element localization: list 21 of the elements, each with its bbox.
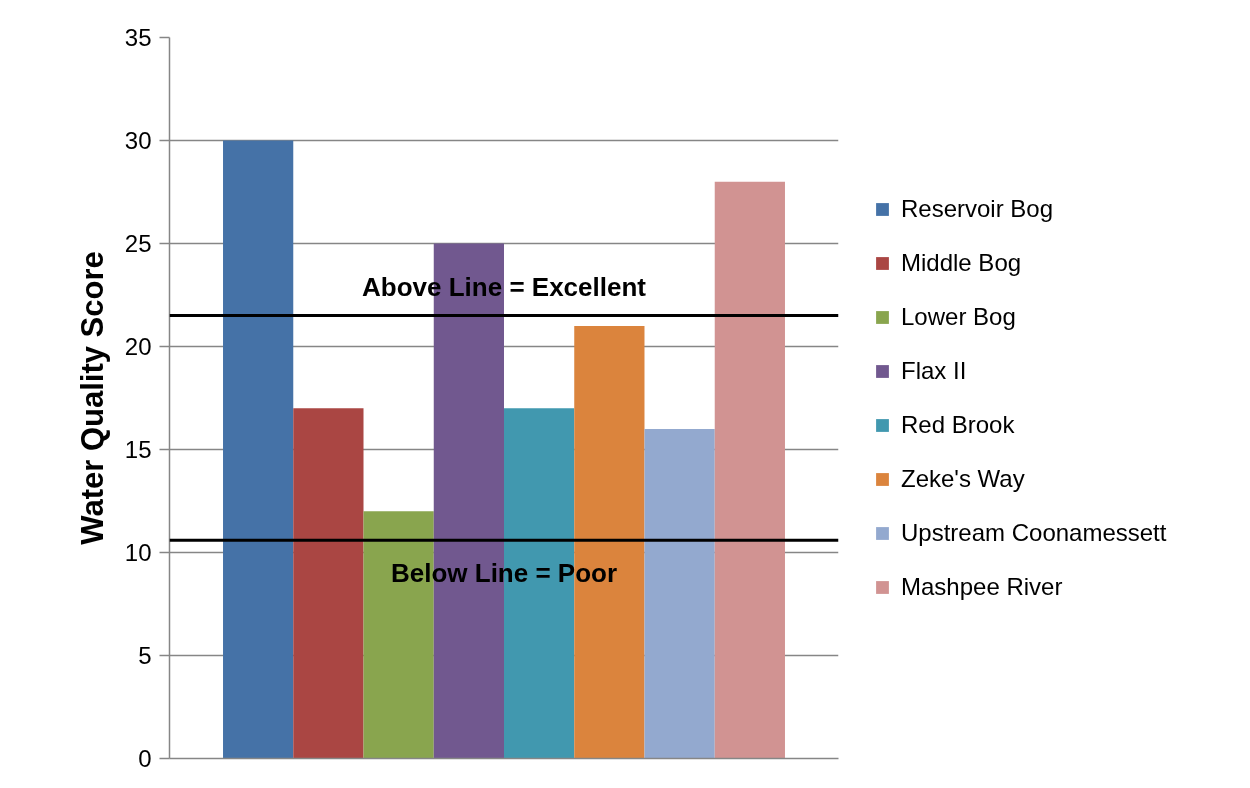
legend-label: Red Brook (901, 410, 1015, 439)
y-tick-label: 20 (124, 333, 152, 360)
y-tick-label: 30 (124, 127, 152, 154)
y-tick-label: 25 (124, 230, 152, 257)
y-tick-label: 35 (124, 24, 152, 51)
bar (714, 181, 785, 759)
legend-label: Zeke's Way (901, 464, 1025, 493)
legend-label: Reservoir Bog (901, 194, 1054, 223)
bar (293, 408, 364, 759)
y-tick-label: 0 (138, 745, 152, 772)
y-axis-title: Water Quality Score (74, 251, 110, 545)
legend-label: Lower Bog (901, 302, 1016, 331)
y-tick-label: 10 (124, 539, 152, 566)
legend-label: Middle Bog (901, 248, 1022, 277)
legend-label: Upstream Coonamessett (901, 518, 1167, 547)
legend-label: Mashpee River (901, 572, 1063, 601)
legend-label: Flax II (901, 356, 967, 385)
bar (223, 140, 294, 759)
bar (644, 428, 715, 759)
y-tick-label: 5 (138, 642, 152, 669)
y-tick-label: 15 (124, 436, 152, 463)
